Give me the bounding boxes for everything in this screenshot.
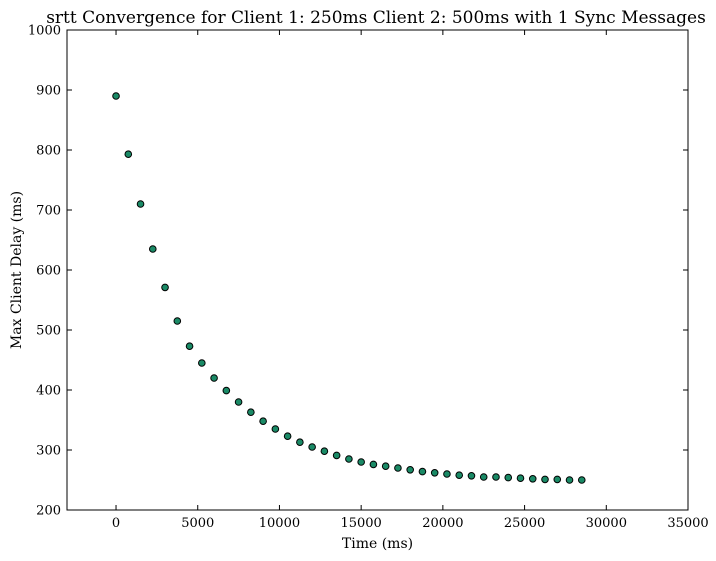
data-point xyxy=(136,200,145,208)
data-point xyxy=(357,458,365,466)
data-point xyxy=(345,455,353,463)
data-point xyxy=(198,359,206,367)
y-tick-label: 900 xyxy=(36,84,61,99)
data-point xyxy=(541,475,549,484)
data-point xyxy=(283,432,292,441)
data-point xyxy=(516,474,525,483)
data-point xyxy=(296,438,304,447)
chart-title: srtt Convergence for Client 1: 250ms Cli… xyxy=(46,8,706,28)
data-point xyxy=(492,473,500,481)
data-point xyxy=(161,283,169,292)
data-point xyxy=(124,150,133,158)
y-tick-label: 600 xyxy=(36,264,61,279)
data-point xyxy=(259,417,267,426)
y-tick-label: 200 xyxy=(36,504,61,519)
y-axis-label: Max Client Delay (ms) xyxy=(9,191,25,349)
data-point xyxy=(308,443,316,451)
data-point xyxy=(320,447,329,456)
y-axis-ticks: 200 300 400 500 600 700 800 900 1000 xyxy=(28,24,688,519)
y-tick-label: 300 xyxy=(36,444,61,459)
data-point xyxy=(406,466,414,474)
y-tick-label: 500 xyxy=(36,324,61,339)
data-point xyxy=(173,317,182,325)
data-point xyxy=(479,473,488,481)
data-point xyxy=(394,464,402,472)
x-tick-label: 15000 xyxy=(340,516,381,531)
data-points xyxy=(112,92,586,484)
y-tick-label: 1000 xyxy=(28,24,61,39)
data-point xyxy=(467,472,476,480)
data-point xyxy=(528,475,537,483)
data-point xyxy=(455,471,464,480)
data-point xyxy=(247,408,255,417)
x-tick-label: 30000 xyxy=(586,516,627,531)
data-point xyxy=(565,476,574,484)
y-tick-label: 800 xyxy=(36,144,61,159)
y-tick-label: 400 xyxy=(36,384,61,399)
data-point xyxy=(577,476,586,484)
data-point xyxy=(553,475,562,484)
data-point xyxy=(112,92,120,100)
data-point xyxy=(332,451,341,460)
x-tick-label: 25000 xyxy=(504,516,545,531)
x-tick-label: 20000 xyxy=(422,516,463,531)
data-point xyxy=(504,473,513,482)
data-point xyxy=(381,462,390,471)
data-point xyxy=(185,342,194,351)
data-point xyxy=(443,470,451,478)
data-point xyxy=(148,245,157,253)
x-tick-label: 10000 xyxy=(259,516,300,531)
x-axis-ticks: 0 5000 10000 15000 20000 25000 30000 35000 xyxy=(112,30,709,531)
x-tick-label: 5000 xyxy=(181,516,214,531)
y-tick-label: 700 xyxy=(36,204,61,219)
x-tick-label: 0 xyxy=(112,516,120,531)
data-point xyxy=(210,374,218,382)
data-point xyxy=(369,460,378,469)
data-point xyxy=(430,469,439,477)
x-tick-label: 35000 xyxy=(667,516,708,531)
x-axis-label: Time (ms) xyxy=(342,536,413,552)
data-point xyxy=(234,398,243,406)
data-point xyxy=(271,425,280,433)
data-point xyxy=(222,386,231,395)
data-point xyxy=(418,467,427,476)
